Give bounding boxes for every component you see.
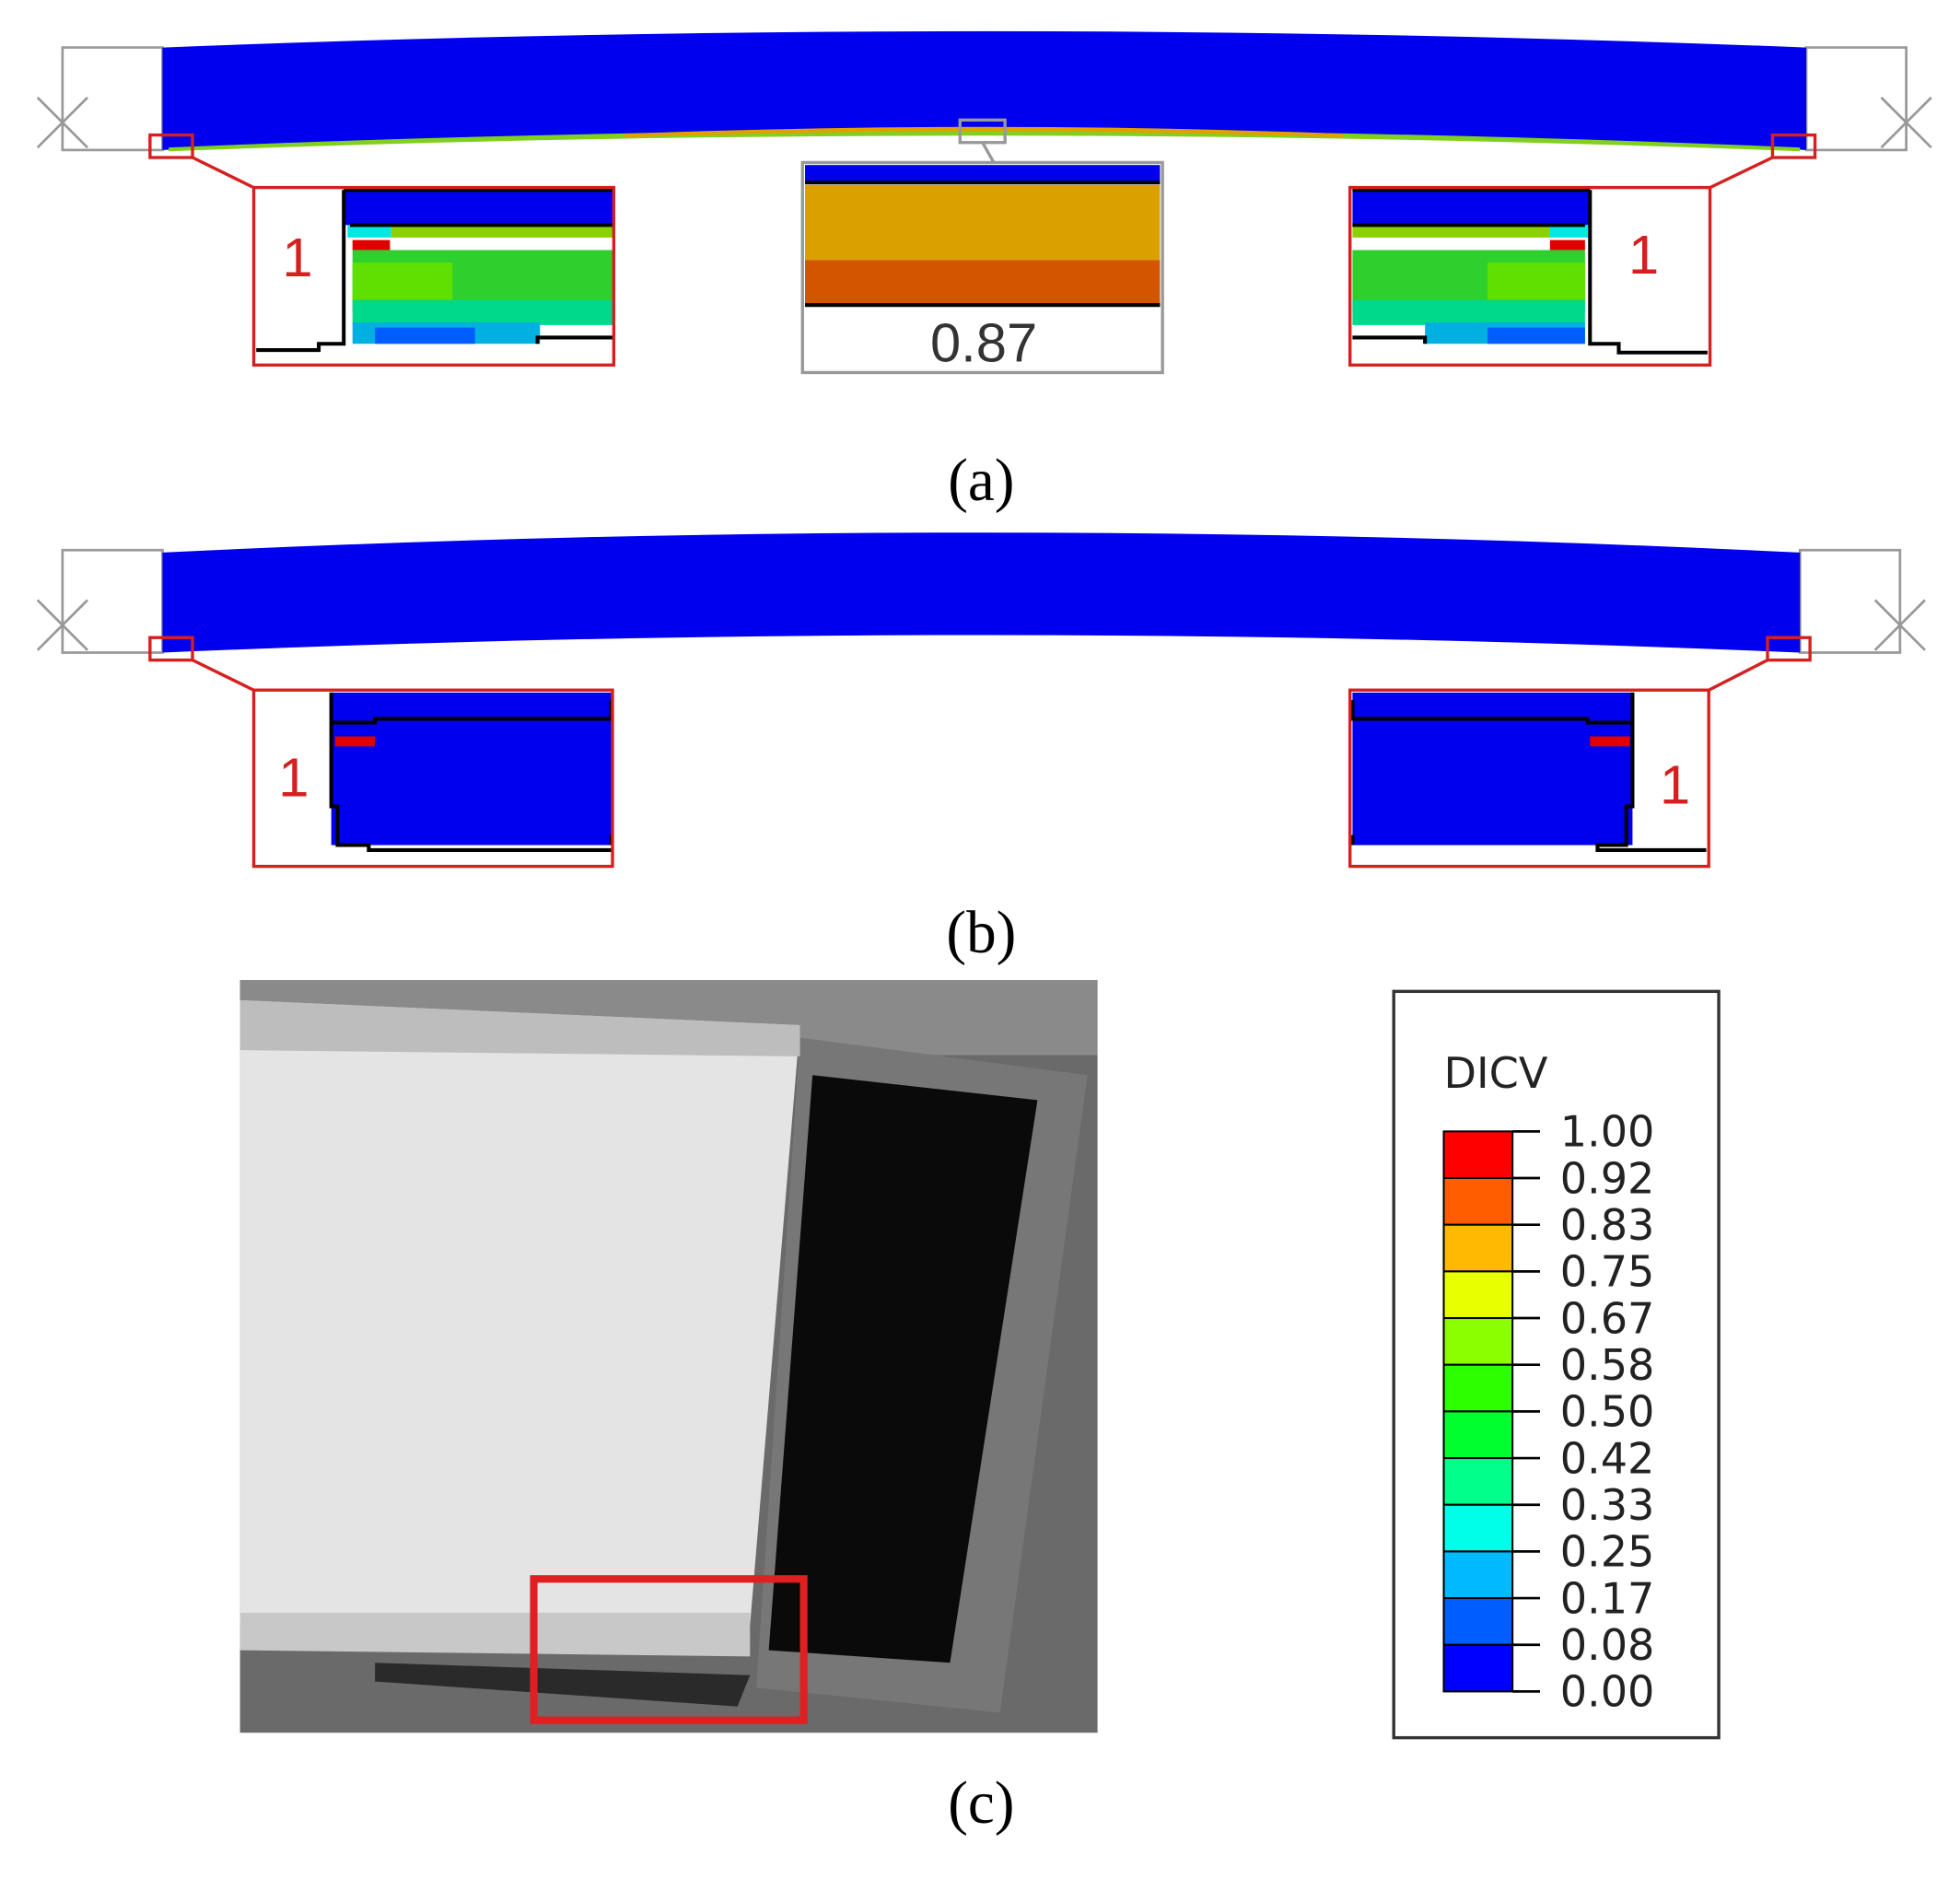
legend-band xyxy=(1442,1270,1514,1320)
callout-label: 1 xyxy=(282,227,312,288)
callout-label: 1 xyxy=(1660,754,1690,816)
legend-band xyxy=(1442,1597,1514,1646)
connector xyxy=(1709,156,1774,190)
beam-damage xyxy=(169,130,1801,152)
legend-label: 0.92 xyxy=(1560,1153,1655,1203)
legend-band xyxy=(1442,1550,1514,1600)
panel-b-supports xyxy=(36,548,1926,654)
connector xyxy=(192,156,255,190)
legend-band xyxy=(1442,1410,1514,1460)
beam xyxy=(162,532,1801,653)
callout-box xyxy=(1770,133,1817,159)
legend-band xyxy=(1442,1643,1514,1693)
legend-band xyxy=(1442,1457,1514,1506)
legend: 1.000.920.830.750.670.580.500.420.330.25… xyxy=(1442,1107,1655,1717)
legend-label: 0.33 xyxy=(1560,1480,1655,1530)
support-right xyxy=(1804,46,1932,152)
legend-band xyxy=(1442,1503,1514,1553)
legend-title: DICV xyxy=(1444,1048,1548,1098)
panel-caption: (a) xyxy=(948,448,1014,514)
legend-label: 0.00 xyxy=(1560,1667,1655,1717)
legend-label: 0.08 xyxy=(1560,1620,1655,1670)
beam xyxy=(162,30,1807,150)
photo xyxy=(239,980,1098,1733)
callout-label: 1 xyxy=(1628,224,1659,286)
legend-box xyxy=(1392,989,1721,1740)
legend-label: 0.17 xyxy=(1560,1573,1655,1623)
legend-band xyxy=(1442,1176,1514,1226)
callout-box xyxy=(148,133,194,159)
callouts-a xyxy=(148,133,1817,190)
beam-damage xyxy=(624,126,1344,138)
inset xyxy=(1348,185,1712,368)
inset xyxy=(251,688,614,869)
inset xyxy=(1348,688,1710,869)
panel-caption: (b) xyxy=(946,900,1016,966)
legend-label: 0.58 xyxy=(1560,1340,1655,1390)
inset xyxy=(251,185,616,368)
callouts-b xyxy=(148,636,1812,692)
panel-caption: (c) xyxy=(948,1770,1014,1837)
legend-label: 1.00 xyxy=(1560,1107,1655,1157)
legend-band xyxy=(1442,1130,1514,1180)
midspan-value: 0.87 xyxy=(930,311,1037,373)
legend-band xyxy=(1442,1363,1514,1413)
legend-label: 0.42 xyxy=(1560,1433,1655,1483)
legend-label: 0.67 xyxy=(1560,1293,1655,1343)
legend-band xyxy=(1442,1317,1514,1366)
panel-a xyxy=(36,46,1932,152)
midspan-inset xyxy=(800,118,1164,375)
legend-label: 0.25 xyxy=(1560,1527,1655,1577)
callout-label: 1 xyxy=(278,747,309,809)
support-left xyxy=(36,46,164,152)
legend-band xyxy=(1442,1223,1514,1273)
legend-label: 0.75 xyxy=(1560,1247,1655,1297)
legend-label: 0.83 xyxy=(1560,1200,1655,1250)
legend-label: 0.50 xyxy=(1560,1387,1655,1437)
